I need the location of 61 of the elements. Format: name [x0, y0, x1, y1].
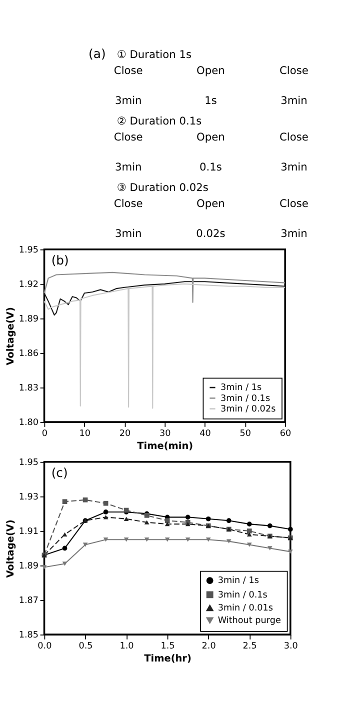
- text: 3min: [115, 94, 142, 108]
- x-tick-label: 0.5: [78, 641, 93, 652]
- chart-title: (b): [51, 252, 69, 268]
- x-axis-title: Time(hr): [144, 654, 192, 665]
- text: 3min: [280, 160, 308, 174]
- chart-title: (c): [51, 464, 68, 480]
- legend-label: 3min / 1s: [218, 576, 260, 586]
- text: Close: [114, 130, 143, 144]
- x-tick-label: 0: [42, 428, 48, 439]
- y-tick-label: 1.85: [18, 630, 39, 641]
- text: Open: [196, 64, 225, 78]
- text: 0.1s: [200, 160, 222, 174]
- text: 0.02s: [196, 227, 226, 240]
- text: ② Duration 0.1s: [116, 114, 202, 128]
- text: 1s: [204, 94, 218, 108]
- legend-label: 3min / 0.02s: [220, 404, 276, 414]
- x-tick-label: 0.0: [38, 641, 52, 652]
- text: 3min: [115, 227, 142, 240]
- x-tick-label: 20: [119, 428, 131, 439]
- text: Close: [114, 64, 143, 78]
- x-axis-title: Time(min): [137, 441, 194, 452]
- x-tick-label: 50: [240, 428, 252, 439]
- y-tick-label: 1.87: [18, 596, 39, 606]
- text: Close: [280, 196, 308, 210]
- text: (a): [88, 46, 106, 62]
- legend-label: 3min / 0.01s: [218, 604, 274, 614]
- text: 3min: [115, 160, 142, 174]
- text: Open: [196, 130, 225, 144]
- text: ① Duration 1s: [116, 48, 192, 62]
- text: Open: [196, 196, 225, 210]
- y-tick-label: 1.93: [18, 492, 39, 503]
- text: Close: [280, 64, 308, 78]
- x-tick-label: 10: [79, 428, 91, 439]
- text: 3min: [280, 227, 308, 240]
- x-tick-label: 40: [200, 428, 212, 439]
- y-tick-label: 1.89: [18, 562, 39, 572]
- x-tick-label: 30: [159, 428, 172, 439]
- y-tick-label: 1.80: [18, 418, 39, 428]
- y-tick-label: 1.95: [18, 246, 39, 256]
- x-tick-label: 1.0: [120, 641, 134, 652]
- x-tick-label: 1.5: [160, 641, 175, 652]
- y-tick-label: 1.83: [18, 384, 39, 394]
- x-tick-label: 2.5: [242, 641, 257, 652]
- x-tick-label: 2.0: [202, 641, 216, 652]
- x-tick-label: 60: [280, 428, 292, 439]
- text: Close: [114, 196, 143, 210]
- y-axis-title: Voltage(V): [5, 307, 16, 366]
- y-tick-label: 1.92: [18, 280, 39, 290]
- text: Close: [280, 130, 308, 144]
- text: ③ Duration 0.02s: [116, 180, 209, 194]
- y-axis-title: Voltage(V): [5, 520, 16, 578]
- legend-label: Without purge: [218, 616, 281, 626]
- text: 3min: [280, 94, 308, 108]
- legend-label: 3min / 0.1s: [220, 394, 270, 404]
- legend-label: 3min / 1s: [220, 383, 262, 394]
- x-tick-label: 3.0: [284, 641, 298, 652]
- y-tick-label: 1.86: [18, 349, 39, 360]
- y-tick-label: 1.91: [18, 527, 39, 538]
- legend-label: 3min / 0.1s: [218, 590, 268, 600]
- y-tick-label: 1.95: [18, 458, 39, 468]
- y-tick-label: 1.89: [18, 314, 39, 325]
